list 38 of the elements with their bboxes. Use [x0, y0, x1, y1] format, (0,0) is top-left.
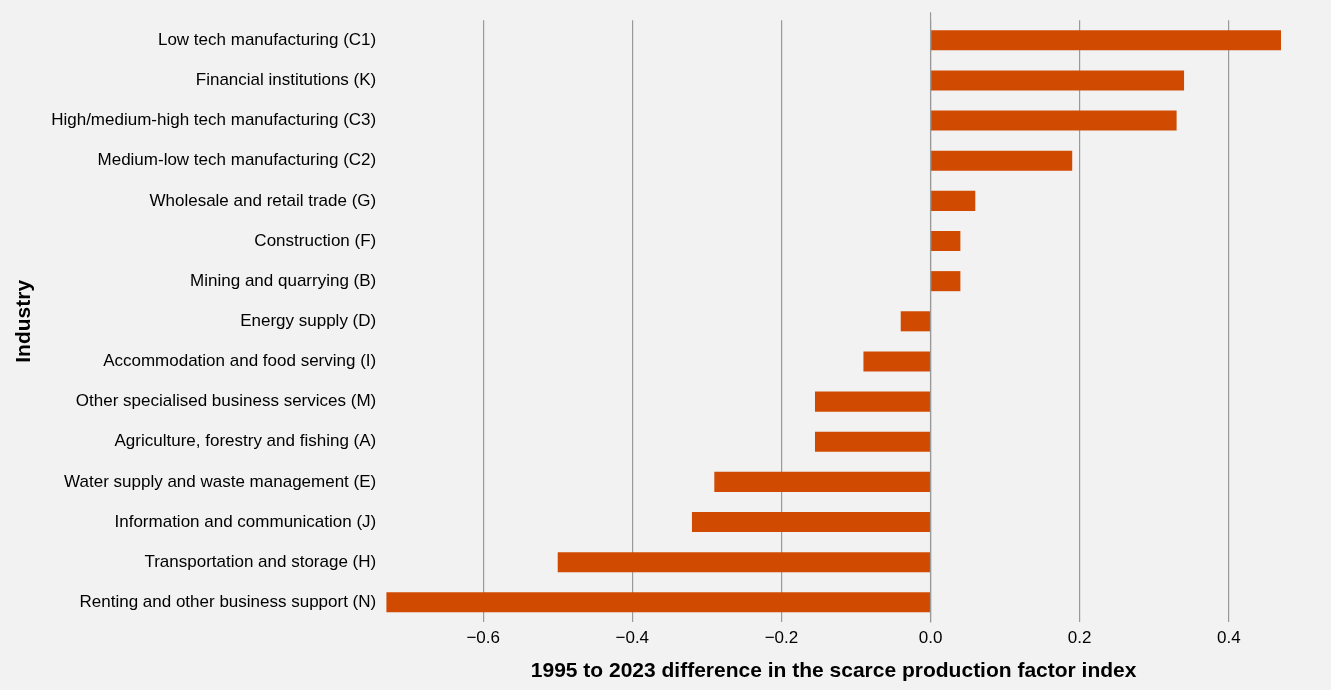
y-tick-label: Financial institutions (K) [195, 70, 377, 90]
y-tick-label: Medium-low tech manufacturing (C2) [97, 150, 377, 170]
y-tick-label: Information and communication (J) [114, 511, 377, 531]
y-tick-label: Agriculture, forestry and fishing (A) [114, 431, 377, 451]
y-tick-label: Water supply and waste management (E) [64, 471, 377, 491]
x-tick-label: −0.2 [764, 628, 799, 648]
bar [931, 150, 1073, 171]
x-tick-label: 0.4 [1216, 628, 1241, 648]
bar [900, 311, 930, 332]
bar [931, 271, 961, 292]
y-tick-label: Transportation and storage (H) [144, 551, 377, 571]
bar [814, 391, 930, 412]
bar [814, 431, 930, 452]
x-axis-title: 1995 to 2023 difference in the scarce production factor index [530, 658, 1137, 682]
bar [931, 230, 961, 252]
y-tick-label: Low tech manufacturing (C1) [157, 29, 377, 49]
y-tick-label: High/medium-high tech manufacturing (C3) [51, 110, 377, 130]
y-tick-label: Construction (F) [254, 230, 377, 250]
bar [386, 592, 930, 613]
y-tick-label: Energy supply (D) [240, 310, 377, 330]
x-tick-label: 0.0 [918, 628, 943, 648]
bar [691, 512, 930, 533]
bar [557, 552, 930, 573]
y-tick-label: Wholesale and retail trade (G) [149, 190, 377, 210]
x-tick-label: −0.6 [466, 628, 500, 648]
bar [931, 110, 1177, 131]
x-tick-label: −0.4 [615, 628, 650, 648]
y-axis-title: Industry [11, 279, 35, 363]
y-tick-label: Other specialised business services (M) [75, 391, 377, 411]
bar [714, 471, 930, 492]
bar [863, 351, 930, 372]
x-tick-label: 0.2 [1067, 628, 1092, 648]
bar [931, 70, 1185, 91]
bar [931, 190, 976, 211]
y-tick-label: Mining and quarrying (B) [190, 270, 377, 290]
y-tick-label: Accommodation and food serving (I) [103, 351, 377, 371]
bar [931, 30, 1281, 51]
y-tick-label: Renting and other business support (N) [79, 592, 377, 612]
